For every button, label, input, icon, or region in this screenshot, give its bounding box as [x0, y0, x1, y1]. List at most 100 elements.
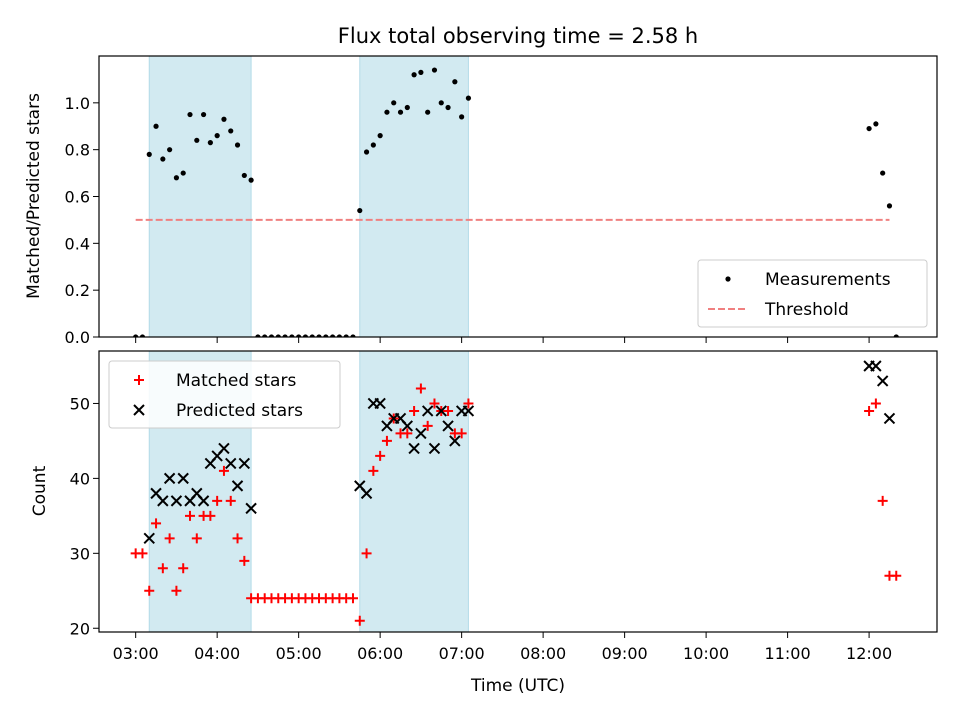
measurements-point: [241, 172, 247, 179]
axes-frame: [98, 55, 938, 338]
predicted-stars-point: [442, 420, 454, 432]
x-tick-label: 06:00: [357, 644, 403, 663]
measurements-point: [187, 111, 193, 118]
matched-stars-point: [891, 570, 902, 581]
matched-stars-point: [151, 518, 162, 529]
matched-stars-point: [381, 435, 392, 446]
predicted-stars-point: [401, 420, 414, 432]
x-tick-label: 12:00: [846, 644, 892, 663]
measurements-point: [160, 156, 166, 162]
measurements-point: [282, 334, 288, 337]
legend-label-threshold: Threshold: [764, 300, 849, 320]
measurements-point: [309, 334, 315, 337]
legend-swatch-matched-stars: [134, 375, 144, 385]
measurements-point: [234, 142, 241, 148]
measurements-point: [377, 133, 383, 139]
matched-stars-point: [171, 585, 182, 596]
matched-stars-point: [178, 563, 189, 574]
y-axis-label: Matched/Predicted stars: [24, 93, 44, 299]
y-tick-label: 0.2: [65, 281, 90, 300]
predicted-stars-point: [883, 412, 896, 425]
measurements-point: [391, 100, 397, 106]
predicted-stars-point: [231, 480, 244, 492]
measurements-point: [255, 334, 261, 337]
predicted-stars-point: [218, 442, 230, 455]
matched-stars-point: [870, 398, 881, 409]
y-tick-label: 40: [70, 469, 90, 488]
y-tick-label: 30: [70, 544, 90, 563]
observing-window-1: [148, 55, 252, 338]
legend-label-measurements: Measurements: [765, 270, 891, 290]
x-tick-label: 09:00: [602, 644, 648, 663]
predicted-stars-point: [870, 360, 882, 372]
predicted-stars-point: [225, 457, 237, 470]
matched-stars-point: [184, 510, 195, 521]
measurements-point: [214, 133, 220, 139]
matched-stars-point: [157, 563, 168, 574]
measurements-point: [180, 170, 186, 176]
legend-label-predicted-stars: Predicted stars: [176, 401, 303, 421]
measurements-point: [445, 104, 451, 111]
legend: Measurements Threshold: [697, 259, 928, 328]
y-tick-label: 1.0: [65, 94, 90, 113]
measurements-point: [275, 334, 281, 337]
measurements-point: [384, 109, 390, 115]
predicted-stars-point: [170, 495, 183, 507]
measurements-point: [438, 100, 444, 106]
legend-swatch-predicted-stars: [133, 404, 145, 416]
predicted-stars-point: [421, 405, 434, 417]
measurements-point: [248, 177, 254, 183]
chart-title: Flux total observing time = 2.58 h: [338, 24, 698, 48]
y-tick-label: 0.0: [65, 328, 90, 347]
measurements-point: [200, 111, 207, 118]
measurements-point: [221, 116, 227, 122]
predicted-stars-point: [374, 397, 386, 410]
measurements-point: [268, 334, 275, 337]
measurements-point: [173, 175, 180, 181]
panel-matched-ratio: 0.0 0.2 0.4 0.6 0.8 1.0 Matched/Predicted star…: [24, 55, 938, 347]
measurements-point: [139, 334, 146, 337]
predicted-stars-point: [462, 405, 475, 417]
predicted-stars-point: [415, 427, 427, 440]
x-axis-label: Time (UTC): [470, 676, 565, 696]
measurements-point: [323, 334, 329, 337]
predicted-stars-point: [876, 375, 889, 387]
predicted-stars-point: [428, 442, 441, 455]
measurements-point: [452, 79, 458, 85]
measurements-point: [316, 334, 322, 337]
measurements-point: [289, 334, 295, 337]
legend-label-matched-stars: Matched stars: [176, 371, 296, 391]
matched-stars-point: [225, 495, 236, 506]
predicted-stars-point: [449, 435, 461, 447]
measurements-point: [153, 123, 159, 129]
x-tick-label: 11:00: [765, 644, 811, 663]
x-tick-label: 03:00: [113, 644, 159, 663]
measurements-point: [296, 334, 302, 337]
measurements-point: [343, 334, 349, 337]
matched-stars-point: [864, 405, 875, 416]
x-tick-label: 10:00: [683, 644, 729, 663]
matched-stars-point: [877, 495, 888, 506]
measurements-point: [431, 67, 438, 73]
measurements-point: [873, 121, 879, 127]
matched-stars-point: [232, 533, 243, 544]
measurements-point: [880, 170, 886, 176]
matched-stars-point: [361, 548, 372, 559]
legend-swatch-measurements: [725, 276, 731, 282]
measurements-point: [418, 69, 424, 75]
measurements-point: [336, 334, 342, 337]
matched-stars-point: [137, 548, 148, 559]
measurements-point: [411, 72, 417, 78]
measurements-point: [404, 104, 410, 111]
matched-stars-point: [354, 615, 365, 626]
measurements-point: [302, 334, 309, 337]
matched-stars-point: [456, 428, 467, 439]
measurements-point: [866, 125, 872, 132]
matched-stars-point: [212, 495, 223, 506]
matched-stars-point: [415, 383, 426, 394]
observing-window-2: [359, 350, 469, 633]
matched-stars-point: [347, 593, 358, 604]
predicted-stars-point: [157, 495, 169, 507]
